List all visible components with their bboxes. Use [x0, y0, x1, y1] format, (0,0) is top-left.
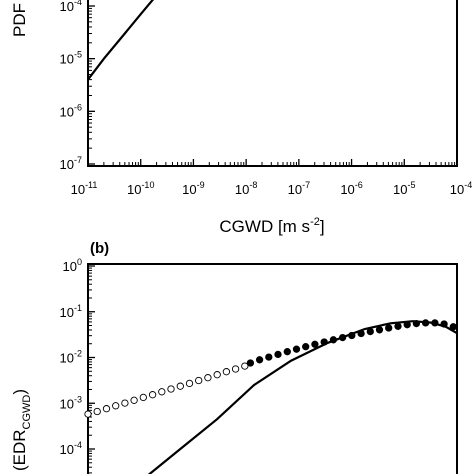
panel-b-open-point [241, 362, 249, 370]
panel-b-series [84, 319, 457, 474]
panel-b-open-point [121, 399, 129, 407]
panel-b-y-tick-label: 10-3 [60, 394, 82, 411]
panel-b-filled-point [255, 356, 264, 364]
panel-a-x-tick-label: 10-6 [340, 180, 362, 197]
panel-b-filled-point [375, 326, 384, 334]
panel-b-filled-point [385, 324, 393, 332]
panel-a-y-axis-title: PDF [10, 3, 29, 37]
panel-b-filled-point [265, 353, 273, 361]
panel-b-filled-point [302, 343, 310, 351]
panel-a-x-axis-title: CGWD [m s-2] [219, 216, 324, 236]
panel-b-open-point [84, 410, 92, 418]
panel-b-label: (b) [90, 240, 109, 257]
panel-b-open-point [185, 379, 194, 388]
panel-b-open-point [130, 396, 138, 404]
panel-b-y-tick-label: 10-4 [60, 440, 82, 457]
panel-a-x-tick-label: 10-7 [288, 180, 310, 197]
panel-b-open-point [204, 374, 212, 382]
panel-a-y-tick-label: 10-5 [60, 50, 82, 67]
panel-b-filled-point [274, 350, 282, 359]
panel-b-ticks [88, 265, 95, 474]
panel-b-open-point [112, 402, 120, 410]
panel-b-y-axis-title: (EDRCGWD) [10, 389, 33, 471]
panel-b-filled-point [311, 340, 319, 348]
panel-b-open-point [102, 405, 111, 413]
panel-a-y-tick-label: 10-7 [60, 155, 82, 172]
panel-a-y-tick-label: 10-4 [60, 0, 82, 14]
panel-a-y-tick-labels: 10-4 10-5 10-6 10-7 [60, 0, 82, 172]
panel-b-open-point [158, 388, 166, 396]
panel-b-y-tick-label: 10-1 [60, 303, 82, 320]
panel-b-open-point [176, 382, 184, 390]
panel-b-open-point [222, 368, 231, 376]
panel-a: 10-410-510-610-7 10-11 10-10 10-9 10-8 10-7 1… [10, 0, 472, 236]
panel-a-x-tick-label: 10-11 [71, 180, 98, 197]
panel-b: (b) 100 10-1 10-2 10-3 10-4 (EDRCGWD) [10, 240, 458, 474]
panel-b-open-point [148, 391, 157, 399]
panel-a-y-tick-label: 10-6 [60, 102, 82, 119]
panel-b-open-point [167, 385, 175, 393]
panel-b-open-point [231, 365, 240, 373]
panel-b-open-point [213, 371, 221, 379]
panel-a-x-tick-label: 10-10 [127, 180, 154, 197]
panel-b-open-point [93, 407, 101, 416]
panel-b-fit-curve [147, 320, 457, 474]
panel-b-frame [87, 263, 458, 474]
panel-a-x-tick-label: 10-4 [450, 180, 472, 197]
panel-a-frame [87, 0, 458, 167]
panel-a-ticks [87, 5, 458, 166]
panel-a-x-tick-label: 10-8 [235, 180, 257, 197]
panel-a-pdf-curve [87, 0, 155, 81]
panel-b-y-tick-labels: 100 10-1 10-2 10-3 10-4 [60, 257, 82, 457]
panel-b-filled-point [246, 359, 255, 367]
panel-a-series [87, 0, 155, 81]
panel-a-x-tick-label: 10-9 [182, 180, 204, 197]
panel-a-x-tick-label: 10-5 [393, 180, 415, 197]
panel-b-filled-point [292, 345, 301, 353]
panel-b-filled-point [394, 322, 402, 330]
panel-b-y-tick-label: 100 [63, 257, 82, 274]
panel-a-x-tick-labels: 10-11 10-10 10-9 10-8 10-7 10-6 10-5 10-4 [71, 180, 473, 197]
panel-b-y-tick-label: 10-2 [60, 349, 82, 366]
panel-b-open-point [195, 376, 203, 385]
panel-b-open-point [139, 393, 147, 402]
panel-b-filled-point [283, 348, 291, 356]
